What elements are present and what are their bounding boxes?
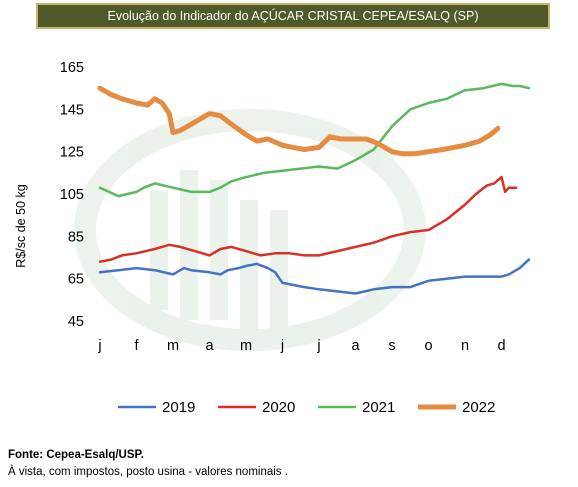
y-tick-label: 145: [60, 102, 84, 118]
legend-label-2019: 2019: [162, 399, 195, 416]
source-note: Fonte: Cepea-Esalq/USP.: [8, 449, 144, 461]
y-tick-label: 85: [68, 229, 84, 245]
x-tick-label: o: [424, 338, 432, 354]
x-tick-label: n: [461, 338, 469, 354]
series-line-2020: [98, 175, 518, 263]
x-tick-label: d: [497, 338, 505, 354]
x-tick-label: f: [134, 338, 139, 354]
line-chart: 45 65 85 105 125 145 165 j f m a m j j a s o n d 2019 2020…: [60, 60, 531, 416]
x-tick-label: j: [97, 338, 101, 354]
y-tick-label: 125: [60, 145, 84, 161]
series-line-2019: [98, 258, 531, 295]
y-tick-label: 45: [68, 314, 84, 330]
x-tick-label: a: [351, 338, 360, 354]
x-tick-label: a: [205, 338, 214, 354]
y-tick-label: 65: [68, 272, 84, 288]
x-tick-label: j: [316, 338, 320, 354]
x-tick-label: j: [280, 338, 284, 354]
chart-title: Evolução do Indicador do AÇÚCAR CRISTAL …: [36, 3, 550, 29]
series-line-2022: [97, 85, 501, 157]
legend-label-2020: 2020: [262, 399, 295, 416]
legend-label-2022: 2022: [462, 399, 495, 416]
y-tick-label: 105: [60, 187, 84, 203]
series-line-2021: [98, 82, 531, 198]
x-tick-label: m: [240, 338, 252, 354]
x-tick-label: s: [388, 338, 395, 354]
x-tick-label: m: [167, 338, 179, 354]
legend-label-2021: 2021: [362, 399, 395, 416]
footnote: À vista, com impostos, posto usina - val…: [8, 466, 288, 478]
y-tick-label: 165: [60, 60, 84, 76]
